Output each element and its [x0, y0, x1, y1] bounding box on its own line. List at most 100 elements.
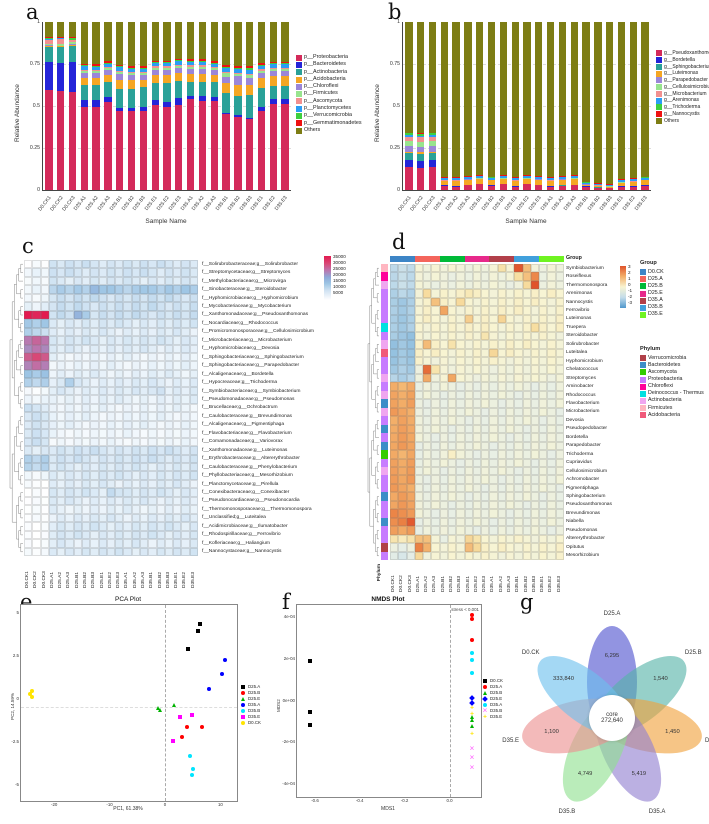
heatmap-cell — [90, 310, 99, 320]
heatmap-cell — [139, 505, 149, 514]
heatmap-cell — [65, 327, 74, 337]
bar-segment — [163, 60, 171, 63]
legend-label: D25.E — [490, 696, 503, 702]
heatmap-cell — [106, 539, 116, 548]
heatmap-cell — [472, 264, 482, 273]
bar-segment — [210, 100, 218, 190]
heatmap-cell — [189, 293, 198, 303]
bar-plot-area — [402, 22, 651, 191]
sample-label: D35.A1 — [490, 576, 496, 592]
bar-segment — [45, 46, 53, 47]
heatmap-cell — [514, 289, 523, 298]
heatmap-cell — [456, 390, 465, 400]
stacked-bar — [45, 22, 53, 190]
heatmap-cell — [514, 475, 523, 484]
heatmap-cell — [472, 280, 482, 290]
row-label: f__Hypocreaceae;g__Trichoderma — [202, 380, 278, 386]
heatmap-cell — [148, 319, 157, 328]
heatmap-cell — [447, 357, 457, 366]
heatmap-cell — [181, 361, 190, 370]
heatmap-cell — [131, 513, 140, 523]
legend-label: p__Chloroflexi — [304, 83, 339, 90]
heatmap-cell — [439, 458, 448, 467]
bar-segment — [476, 22, 484, 176]
heatmap-cell — [106, 310, 116, 320]
heatmap-cell — [73, 412, 82, 421]
heatmap-cell — [522, 450, 531, 459]
heatmap-cell — [539, 297, 548, 307]
heatmap-cell — [489, 551, 498, 560]
petal-label: D25.E — [705, 738, 709, 745]
row-label: Aminobacter — [566, 384, 594, 390]
stacked-bar — [570, 22, 578, 190]
bar-segment — [151, 66, 159, 68]
heatmap-cell — [514, 441, 523, 451]
legend-swatch — [640, 376, 646, 383]
heatmap-cell — [189, 412, 198, 421]
heatmap-cell — [505, 373, 515, 383]
heatmap-cell — [173, 268, 182, 277]
heatmap-cell — [164, 386, 174, 396]
heatmap-cell — [48, 471, 58, 480]
heatmap-cell — [398, 297, 407, 307]
heatmap-cell — [156, 454, 165, 463]
x-axis-title: Sample Name — [505, 218, 547, 225]
data-point — [241, 703, 245, 707]
bar-segment — [68, 45, 77, 63]
heatmap-cell — [73, 361, 82, 370]
heatmap-cell — [32, 420, 41, 430]
heatmap-cell — [539, 526, 548, 535]
legend-entry: p__Acidobacteria — [296, 76, 362, 83]
data-point — [470, 724, 475, 729]
heatmap-cell — [40, 505, 49, 514]
bar-segment — [139, 66, 148, 68]
heatmap-cell — [139, 285, 149, 294]
bar-segment — [546, 186, 555, 190]
heatmap-cell — [131, 293, 140, 303]
bar-segment — [175, 68, 183, 74]
heatmap-cell — [431, 458, 440, 467]
sample-label: D25.E2 — [107, 572, 113, 588]
bar-segment — [405, 22, 413, 133]
heatmap-cell — [464, 466, 473, 476]
stacked-bar — [428, 22, 437, 190]
heatmap-cell — [32, 386, 41, 396]
heatmap-cell — [431, 289, 440, 298]
heatmap-cell — [398, 483, 407, 493]
heatmap-cell — [181, 496, 190, 506]
heatmap-cell — [115, 361, 124, 370]
heatmap-cell — [40, 369, 49, 379]
heatmap-cell — [40, 361, 49, 370]
heatmap-cell — [390, 551, 399, 560]
bar-segment — [452, 22, 460, 178]
heatmap-cell — [555, 441, 564, 451]
data-point — [185, 724, 190, 729]
heatmap-cell — [456, 357, 465, 366]
heatmap-cell — [90, 260, 99, 269]
heatmap-cell — [148, 462, 157, 472]
heatmap-cell — [148, 488, 157, 497]
heatmap-cell — [24, 395, 33, 404]
heatmap-cell — [547, 390, 556, 400]
heatmap-cell — [505, 492, 515, 501]
heatmap-cell — [555, 492, 564, 501]
heatmap-cell — [456, 314, 465, 324]
sample-label: D35.E1 — [540, 576, 546, 592]
heatmap-cell — [456, 416, 465, 425]
group-strip-cell — [390, 256, 399, 262]
heatmap-cell — [390, 289, 399, 298]
heatmap-cell — [98, 454, 107, 463]
heatmap-cell — [414, 264, 424, 273]
stacked-bar — [210, 22, 218, 190]
bar-segment — [222, 83, 230, 94]
heatmap-cell — [90, 276, 99, 286]
heatmap-cell — [414, 433, 424, 442]
legend-swatch — [640, 304, 646, 311]
heatmap-cell — [73, 260, 82, 269]
stacked-bar — [186, 22, 195, 190]
heatmap-cell — [555, 306, 564, 315]
bar-segment — [405, 145, 413, 152]
heatmap-cell — [73, 446, 82, 455]
data-point — [185, 647, 190, 652]
colorbar-tick: 5000 — [333, 289, 344, 295]
